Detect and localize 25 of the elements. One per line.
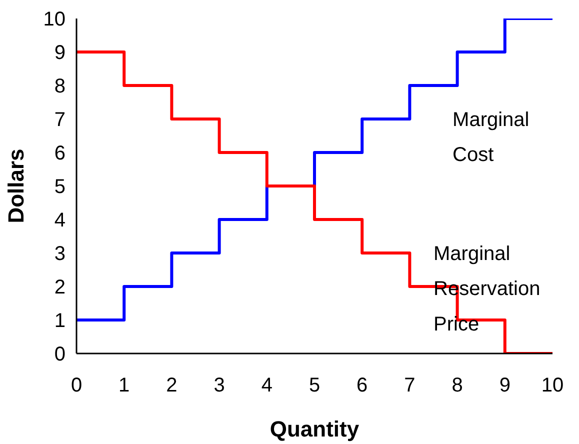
y-tick-label: 1: [54, 310, 66, 332]
x-tick-label: 7: [404, 374, 416, 396]
y-tick-label: 2: [54, 276, 66, 298]
x-tick-label: 2: [166, 374, 178, 396]
y-tick-label: 9: [54, 42, 66, 64]
y-tick-label: 0: [54, 344, 66, 366]
x-tick-label: 4: [261, 374, 272, 396]
x-tick-label: 0: [70, 374, 82, 396]
y-tick-label: 8: [54, 76, 66, 98]
y-tick-label: 10: [43, 8, 66, 30]
x-tick-label: 6: [356, 374, 368, 396]
x-tick-label: 3: [214, 374, 225, 396]
series-label: Marginal Cost: [452, 108, 530, 166]
x-axis-title: Quantity: [270, 416, 360, 442]
x-tick-label: 10: [541, 374, 564, 396]
y-tick-label: 7: [54, 109, 66, 131]
x-tick-label: 5: [308, 374, 320, 396]
y-tick-label: 3: [54, 243, 66, 265]
x-tick-label: 8: [452, 374, 463, 396]
y-tick-label: 5: [54, 176, 66, 198]
y-axis-title: Dollars: [3, 148, 28, 224]
y-tick-label: 6: [54, 142, 66, 164]
x-tick-label: 9: [499, 374, 510, 396]
x-tick-label: 1: [118, 374, 130, 396]
y-tick-label: 4: [54, 210, 66, 232]
